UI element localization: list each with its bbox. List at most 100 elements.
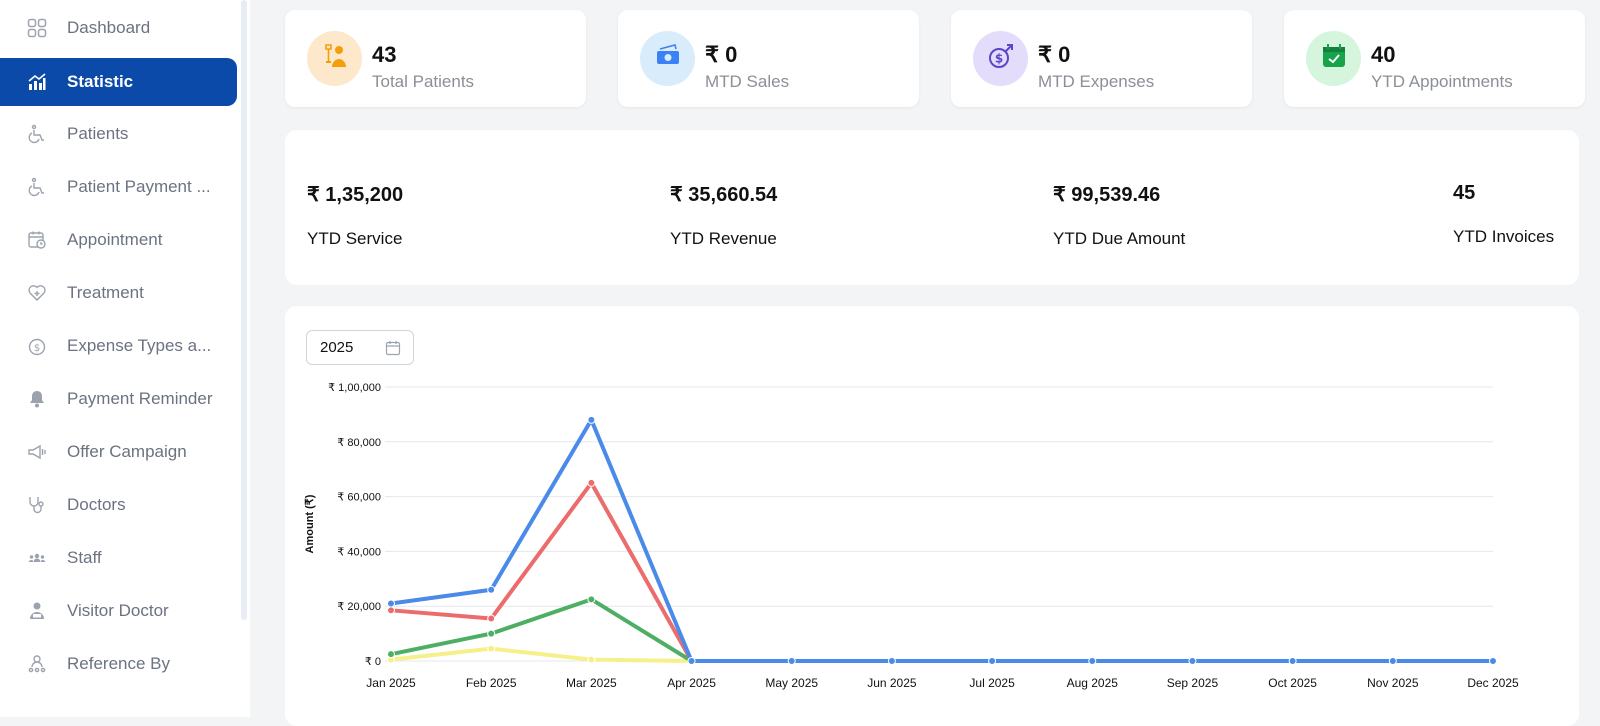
data-point[interactable]	[388, 651, 395, 658]
sidebar-item-patients[interactable]: Patients	[0, 110, 237, 158]
y-tick-label: ₹ 0	[365, 656, 381, 668]
ytd-value: ₹ 99,539.46	[1053, 182, 1185, 207]
sidebar-item-dashboard[interactable]: Dashboard	[0, 4, 237, 52]
data-point[interactable]	[488, 645, 495, 652]
data-point[interactable]	[688, 658, 695, 665]
x-tick-label: Dec 2025	[1467, 676, 1519, 690]
data-point[interactable]	[488, 630, 495, 637]
sidebar-item-label: Offer Campaign	[67, 442, 187, 462]
kpi-card-ytd-appointments: 40 YTD Appointments	[1284, 10, 1585, 107]
data-point[interactable]	[588, 656, 595, 663]
kpi-icon-circle	[1306, 31, 1361, 86]
x-tick-label: Feb 2025	[466, 676, 517, 690]
line-chart: ₹ 0₹ 20,000₹ 40,000₹ 60,000₹ 80,000₹ 1,0…	[285, 306, 1579, 726]
x-tick-label: Mar 2025	[566, 676, 617, 690]
ytd-caption: YTD Invoices	[1453, 227, 1554, 247]
kpi-card-mtd-sales: ₹ 0 MTD Sales	[618, 10, 919, 107]
data-point[interactable]	[488, 615, 495, 622]
data-point[interactable]	[788, 658, 795, 665]
series-1	[388, 479, 1497, 664]
x-tick-label: Sep 2025	[1167, 676, 1219, 690]
y-tick-label: ₹ 40,000	[337, 546, 381, 558]
wheelchair-icon	[26, 123, 48, 145]
series-line	[391, 599, 1493, 661]
data-point[interactable]	[1490, 658, 1497, 665]
ytd-service: ₹ 1,35,200 YTD Service	[307, 182, 403, 249]
heart-plus-icon	[26, 282, 48, 304]
sidebar-item-doctors[interactable]: Doctors	[0, 481, 237, 529]
ytd-value: ₹ 1,35,200	[307, 182, 403, 207]
y-tick-label: ₹ 20,000	[337, 601, 381, 613]
sidebar-item-label: Appointment	[67, 230, 162, 250]
data-point[interactable]	[388, 607, 395, 614]
ytd-revenue: ₹ 35,660.54 YTD Revenue	[670, 182, 777, 249]
x-tick-label: Jul 2025	[969, 676, 1015, 690]
y-axis-label: Amount (₹)	[304, 494, 316, 553]
sidebar-item-expense-types[interactable]: $ Expense Types a...	[0, 322, 237, 370]
kpi-value: 43	[372, 42, 396, 68]
sidebar-item-patient-payment[interactable]: Patient Payment ...	[0, 163, 237, 211]
sidebar-item-visitor-doctor[interactable]: Visitor Doctor	[0, 587, 237, 635]
data-point[interactable]	[1089, 658, 1096, 665]
x-tick-label: Jun 2025	[867, 676, 917, 690]
series-0	[388, 416, 1497, 664]
x-tick-label: Aug 2025	[1067, 676, 1119, 690]
data-point[interactable]	[1389, 658, 1396, 665]
chart-series	[388, 416, 1497, 664]
sidebar-scrollbar[interactable]	[241, 0, 247, 620]
data-point[interactable]	[989, 658, 996, 665]
sidebar-item-label: Payment Reminder	[67, 389, 213, 409]
kpi-caption: MTD Expenses	[1038, 72, 1154, 92]
kpi-icon-circle	[640, 31, 695, 86]
data-point[interactable]	[888, 658, 895, 665]
svg-text:$: $	[34, 343, 40, 354]
ytd-value: ₹ 35,660.54	[670, 182, 777, 207]
sidebar: Dashboard Statistic Patients Patient Pay…	[0, 0, 250, 717]
series-line	[391, 483, 1493, 661]
data-point[interactable]	[588, 479, 595, 486]
sidebar-item-label: Visitor Doctor	[67, 601, 169, 621]
sidebar-item-treatment[interactable]: Treatment	[0, 269, 237, 317]
data-point[interactable]	[588, 596, 595, 603]
kpi-icon-circle	[307, 31, 362, 86]
kpi-card-total-patients: 43 Total Patients	[285, 10, 586, 107]
grid-icon	[26, 17, 48, 39]
sidebar-item-appointment[interactable]: Appointment	[0, 216, 237, 264]
series-line	[391, 420, 1493, 661]
y-tick-label: ₹ 1,00,000	[328, 382, 381, 394]
sidebar-item-offer-campaign[interactable]: Offer Campaign	[0, 428, 237, 476]
data-point[interactable]	[488, 586, 495, 593]
svg-text:$: $	[994, 52, 1002, 66]
chart-grid	[385, 387, 1493, 661]
sidebar-item-staff[interactable]: Staff	[0, 534, 237, 582]
statistics-chart-card: 2025 ₹ 0₹ 20,000₹ 40,000₹ 60,000₹ 80,000…	[285, 306, 1579, 726]
kpi-caption: YTD Appointments	[1371, 72, 1513, 92]
sidebar-item-label: Statistic	[67, 72, 133, 92]
kpi-card-mtd-expenses: $ ₹ 0 MTD Expenses	[951, 10, 1252, 107]
sidebar-item-payment-reminder[interactable]: Payment Reminder	[0, 375, 237, 423]
cash-icon	[653, 41, 683, 76]
y-axis: ₹ 0₹ 20,000₹ 40,000₹ 60,000₹ 80,000₹ 1,0…	[328, 382, 381, 668]
ytd-due-amount: ₹ 99,539.46 YTD Due Amount	[1053, 182, 1185, 249]
kpi-icon-circle: $	[973, 31, 1028, 86]
megaphone-icon	[26, 441, 48, 463]
y-tick-label: ₹ 80,000	[337, 437, 381, 449]
sidebar-item-reference-by[interactable]: Reference By	[0, 640, 237, 688]
sidebar-item-label: Patients	[67, 124, 128, 144]
data-point[interactable]	[1189, 658, 1196, 665]
x-tick-label: Apr 2025	[667, 676, 716, 690]
ytd-caption: YTD Service	[307, 229, 403, 249]
data-point[interactable]	[1289, 658, 1296, 665]
main-content: 43 Total Patients ₹ 0 MTD Sales $ ₹ 0 MT…	[250, 0, 1600, 717]
bell-icon	[26, 388, 48, 410]
calendar-check-icon	[1319, 41, 1349, 76]
data-point[interactable]	[388, 600, 395, 607]
ytd-invoices: 45 YTD Invoices	[1453, 182, 1554, 247]
kpi-value: ₹ 0	[1038, 42, 1070, 68]
wheelchair-icon	[26, 176, 48, 198]
sidebar-item-statistic[interactable]: Statistic	[0, 58, 237, 106]
data-point[interactable]	[588, 416, 595, 423]
x-tick-label: Nov 2025	[1367, 676, 1419, 690]
kpi-caption: MTD Sales	[705, 72, 789, 92]
